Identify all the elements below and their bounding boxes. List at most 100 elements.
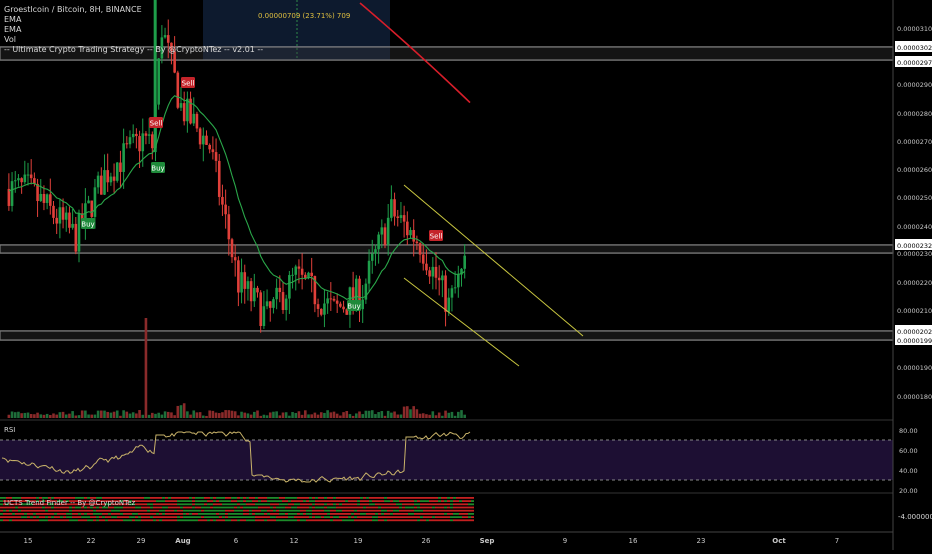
trend-cell	[108, 506, 111, 509]
trend-cell	[195, 497, 198, 499]
trend-cell	[450, 519, 453, 522]
trend-cell	[159, 516, 162, 518]
price-axis[interactable]: 0.000031000.000030250.000029730.00002900…	[892, 0, 932, 550]
descending-channel[interactable]	[403, 184, 584, 367]
indicator-volume[interactable]: Vol	[4, 35, 16, 44]
trend-cell	[351, 513, 354, 515]
volume-bar	[434, 415, 438, 418]
volume-bar	[329, 412, 333, 418]
trend-cell	[147, 503, 150, 506]
trend-cell	[207, 509, 210, 512]
trend-cell	[60, 519, 63, 522]
indicator-strategy[interactable]: -- Ultimate Crypto Trading Strategy -- B…	[4, 45, 264, 54]
trend-cell	[459, 497, 462, 499]
volume-bar	[23, 412, 27, 418]
trend-cell	[432, 503, 435, 506]
trend-cell	[249, 497, 252, 499]
trend-cell	[99, 500, 102, 502]
trend-cell	[6, 513, 9, 515]
symbol-title[interactable]: Groestlcoin / Bitcoin, 8H, BINANCE	[4, 5, 142, 14]
trend-cell	[225, 516, 228, 518]
candle-body	[90, 200, 94, 217]
time-axis[interactable]: 15 22 29 Aug 6 12 19 26 Sep 9 16 23 Oct 7	[0, 531, 893, 545]
trend-cell	[78, 516, 81, 518]
candle-body	[13, 180, 17, 182]
trend-cell	[27, 516, 30, 518]
trend-cell	[192, 503, 195, 506]
trend-cell	[285, 506, 288, 509]
trend-cell	[219, 513, 222, 515]
indicator-ema-1[interactable]: EMA	[4, 15, 22, 24]
trend-cell	[309, 516, 312, 518]
price-tick-label: 0.00002973	[897, 59, 932, 67]
trend-cell	[21, 500, 24, 502]
volume-bar	[90, 414, 94, 418]
trend-cell	[75, 497, 78, 499]
trend-cell	[366, 509, 369, 512]
trend-cell	[15, 506, 18, 509]
trend-cell	[108, 497, 111, 499]
trend-cell	[90, 506, 93, 509]
trend-cell	[156, 519, 159, 522]
volume-bar	[151, 412, 154, 418]
trend-cell	[372, 519, 375, 522]
volume-bar	[294, 412, 298, 418]
trend-cell	[360, 519, 363, 522]
price-tick-label: 0.00002325	[897, 242, 932, 250]
volume-bar	[217, 413, 221, 418]
trend-cell	[192, 500, 195, 502]
trend-cell	[384, 513, 387, 515]
trend-cell	[147, 506, 150, 509]
trend-cell	[435, 519, 438, 522]
candle-body	[33, 178, 36, 184]
trend-cell	[414, 506, 417, 509]
trend-cell	[432, 519, 435, 522]
trend-cell	[258, 506, 261, 509]
trend-cell	[369, 506, 372, 509]
trend-cell	[276, 509, 279, 512]
trend-cell	[150, 519, 153, 522]
trend-cell	[33, 500, 36, 502]
trend-cell	[330, 500, 333, 502]
volume-bar	[64, 414, 68, 418]
trend-cell	[213, 503, 216, 506]
trend-cell	[21, 513, 24, 515]
candle-body	[284, 298, 288, 310]
trend-cell	[399, 513, 402, 515]
trend-cell	[72, 513, 75, 515]
trend-cell	[147, 497, 150, 499]
trend-cell	[90, 503, 93, 506]
trend-cell	[69, 513, 72, 515]
candle-body	[450, 288, 454, 298]
trend-cell	[108, 516, 111, 518]
candle-body	[170, 42, 173, 52]
trend-cell	[243, 503, 246, 506]
trend-cell	[36, 500, 39, 502]
trend-cell	[189, 500, 192, 502]
trend-cell	[12, 497, 15, 499]
trend-cell	[270, 506, 273, 509]
time-tick-label: 29	[137, 537, 146, 545]
trend-cell	[156, 503, 159, 506]
candle-body	[84, 203, 87, 225]
trend-cell	[66, 500, 69, 502]
trend-cell	[396, 513, 399, 515]
indicator-ema-2[interactable]: EMA	[4, 25, 22, 34]
trend-cell	[282, 509, 285, 512]
trend-cell	[372, 503, 375, 506]
trend-cell	[33, 506, 36, 509]
trend-cell	[225, 497, 228, 499]
trend-cell	[93, 506, 96, 509]
trend-cell	[228, 497, 231, 499]
trend-cell	[327, 503, 330, 506]
trend-cell	[354, 513, 357, 515]
trend-cell	[81, 513, 84, 515]
trend-cell	[420, 503, 423, 506]
trend-cell	[462, 516, 465, 518]
trend-cell	[231, 503, 234, 506]
trend-cell	[327, 513, 330, 515]
trend-cell	[204, 506, 207, 509]
trend-cell	[345, 506, 348, 509]
